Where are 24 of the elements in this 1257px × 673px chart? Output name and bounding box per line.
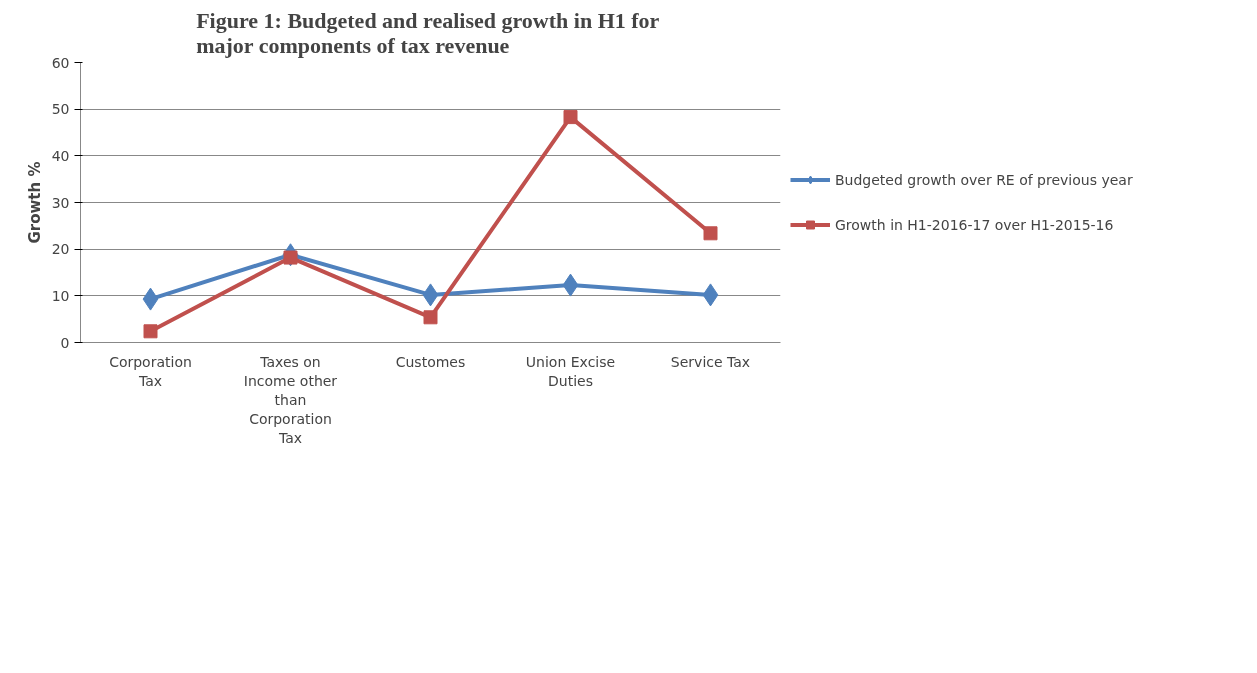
point (563, 110, 578, 125)
y-tick-label: 40 (51, 147, 70, 164)
point (142, 287, 159, 311)
point (143, 324, 158, 339)
point (422, 283, 439, 307)
y-tick-label: 60 (51, 54, 70, 71)
legend-label: Budgeted growth over RE of previous year (835, 171, 1133, 188)
chart-title: Figure 1: Budgeted and realised growth in H1 for major components of tax revenue (196, 7, 660, 58)
x-tick-label: Service Tax (670, 353, 751, 370)
y-tick-label: 50 (51, 101, 70, 118)
y-axis-title: Growth % (25, 161, 44, 244)
x-tick-label: Corporation Tax (109, 353, 192, 389)
point (703, 226, 718, 241)
x-tick-label: Taxes on Income other than Corporation Tax (243, 353, 338, 447)
y-tick-label: 20 (51, 241, 70, 258)
x-tick-label: Customes (395, 353, 466, 370)
y-tick-label: 10 (51, 287, 70, 304)
x-tick-label: Union Excise Duties (525, 353, 616, 389)
legend-label: Growth in H1-2016-17 over H1-2015-16 (835, 216, 1114, 233)
y-tick-label: 0 (60, 334, 70, 351)
point (702, 283, 719, 307)
y-tick-label: 30 (51, 194, 70, 211)
point (423, 310, 438, 325)
point (562, 273, 579, 297)
